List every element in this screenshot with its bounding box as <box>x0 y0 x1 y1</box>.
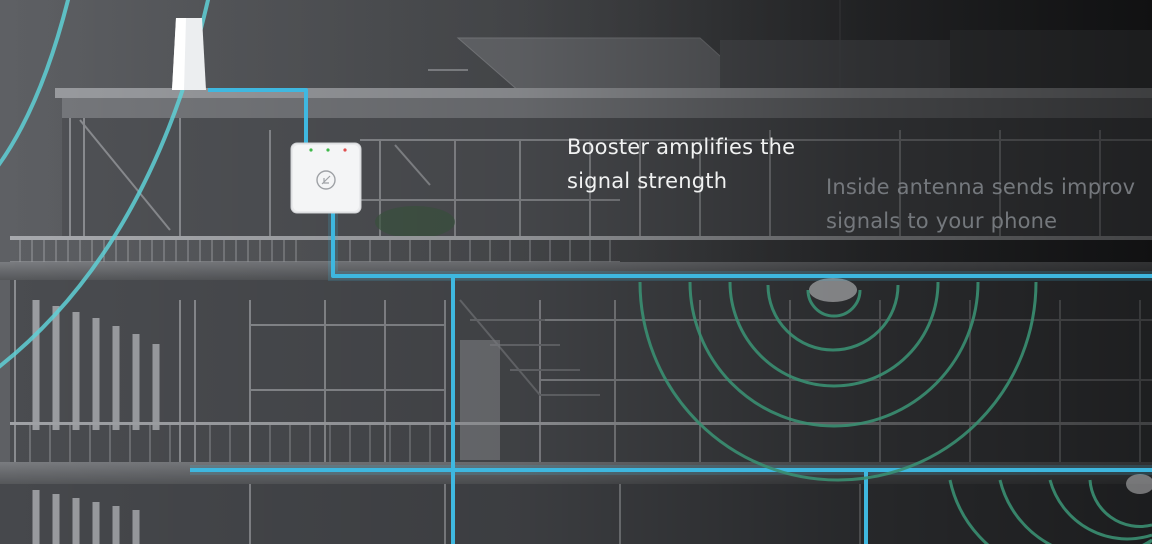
inside-antenna-icon <box>809 278 857 302</box>
inside-antenna-caption-line-1: Inside antenna sends improv <box>826 175 1136 199</box>
booster-caption: Booster amplifies the signal strength <box>567 130 795 198</box>
booster-caption-line-1: Booster amplifies the <box>567 135 796 159</box>
booster-cables <box>190 88 1152 544</box>
inside-antenna-caption-line-2: signals to your phone <box>826 209 1058 233</box>
booster-device-icon <box>290 142 362 214</box>
inside-signal-waves <box>638 281 1152 544</box>
inside-antenna-caption: Inside antenna sends improv signals to y… <box>826 170 1135 238</box>
outside-antenna-icon <box>172 18 206 90</box>
booster-caption-line-2: signal strength <box>567 169 728 193</box>
